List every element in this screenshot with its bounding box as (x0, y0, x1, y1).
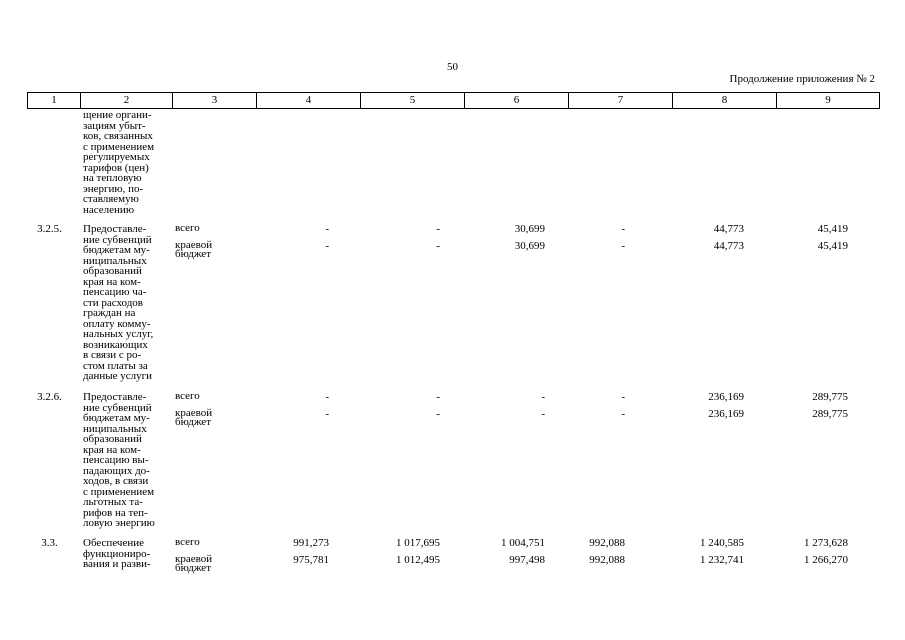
appendix-subtitle: Продолжение приложения № 2 (729, 73, 875, 85)
source-label: краевой бюджет (175, 407, 213, 428)
value-cell: 1 266,270 (804, 554, 848, 566)
row-number: 3.2.5. (37, 223, 62, 235)
source-label: всего (175, 390, 200, 402)
value-cell: 1 273,628 (804, 537, 848, 549)
col-header-6: 6 (464, 92, 569, 109)
value-cell: - (541, 391, 545, 403)
value-cell: - (541, 408, 545, 420)
col-header-1: 1 (27, 92, 81, 109)
row-name: Предоставле- ние субвенций бюджетам му- … (83, 223, 154, 382)
value-cell: 1 232,741 (700, 554, 744, 566)
source-label: всего (175, 222, 200, 234)
value-cell: 30,699 (514, 223, 545, 235)
value-cell: - (436, 223, 440, 235)
value-cell: 992,088 (589, 537, 625, 549)
value-cell: - (436, 391, 440, 403)
value-cell: 1 004,751 (501, 537, 545, 549)
col-header-5: 5 (360, 92, 465, 109)
col-header-3: 3 (172, 92, 257, 109)
row-number: 3.3. (41, 537, 58, 549)
page-number: 50 (447, 61, 458, 73)
value-cell: 975,781 (293, 554, 329, 566)
value-cell: - (621, 240, 625, 252)
value-cell: - (621, 408, 625, 420)
value-cell: 44,773 (713, 240, 744, 252)
value-cell: - (436, 240, 440, 252)
value-cell: 1 240,585 (700, 537, 744, 549)
value-cell: 44,773 (713, 223, 744, 235)
value-cell: 236,169 (708, 391, 744, 403)
row-name: щение органи- зациям убыт- ков, связанны… (83, 109, 155, 216)
value-cell: 30,699 (514, 240, 545, 252)
col-header-2: 2 (80, 92, 173, 109)
source-label: всего (175, 536, 200, 548)
col-header-8: 8 (672, 92, 777, 109)
value-cell: 991,273 (293, 537, 329, 549)
value-cell: - (325, 223, 329, 235)
col-header-9: 9 (776, 92, 880, 109)
value-cell: 997,498 (509, 554, 545, 566)
value-cell: - (621, 391, 625, 403)
value-cell: - (325, 408, 329, 420)
value-cell: 1 012,495 (396, 554, 440, 566)
value-cell: - (325, 391, 329, 403)
value-cell: 45,419 (817, 240, 848, 252)
value-cell: 992,088 (589, 554, 625, 566)
value-cell: 289,775 (812, 391, 848, 403)
value-cell: 45,419 (817, 223, 848, 235)
column-header-row: 1 2 3 4 5 6 7 8 9 (27, 92, 880, 109)
row-number: 3.2.6. (37, 391, 62, 403)
value-cell: - (436, 408, 440, 420)
value-cell: 289,775 (812, 408, 848, 420)
col-header-4: 4 (256, 92, 361, 109)
row-name: Предоставле- ние субвенций бюджетам му- … (83, 391, 155, 529)
col-header-7: 7 (568, 92, 673, 109)
value-cell: 236,169 (708, 408, 744, 420)
source-label: краевой бюджет (175, 553, 213, 574)
source-label: краевой бюджет (175, 239, 213, 260)
value-cell: - (621, 223, 625, 235)
row-name: Обеспечение функциониро- вания и разви- (83, 537, 151, 570)
value-cell: 1 017,695 (396, 537, 440, 549)
value-cell: - (325, 240, 329, 252)
